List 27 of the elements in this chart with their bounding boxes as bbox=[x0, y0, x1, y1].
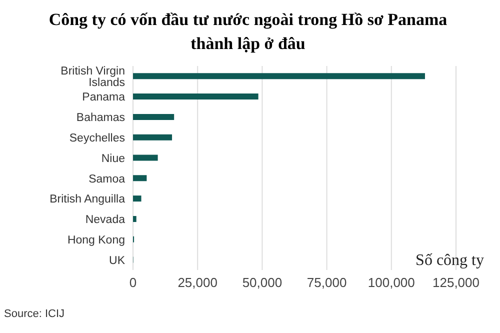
bar bbox=[133, 216, 136, 222]
y-tick-label: Bahamas bbox=[76, 112, 126, 124]
chart-title: Công ty có vốn đầu tư nước ngoài trong Hồ sơ Panama thành lập ở đâu bbox=[48, 9, 448, 55]
y-tick-label: Samoa bbox=[88, 173, 126, 186]
x-tick-label: 50,000 bbox=[242, 275, 282, 290]
x-axis-title: Số công ty bbox=[416, 252, 484, 270]
x-tick-label: 0 bbox=[129, 275, 137, 290]
y-tick-label: Hong Kong bbox=[67, 234, 125, 246]
bar bbox=[133, 154, 158, 161]
bar bbox=[133, 196, 142, 202]
source-note: Source: ICIJ bbox=[4, 308, 65, 320]
bar bbox=[133, 175, 147, 182]
bar bbox=[133, 73, 425, 80]
y-tick-label: UK bbox=[109, 254, 126, 267]
x-tick-label: 75,000 bbox=[306, 275, 347, 290]
y-tick-label: Seychelles bbox=[69, 132, 126, 144]
y-tick-label: British Virgin Islands bbox=[60, 66, 126, 90]
y-tick-label: British Anguilla bbox=[50, 194, 126, 206]
x-tick-label: 100,000 bbox=[368, 275, 415, 290]
bar bbox=[133, 114, 174, 120]
y-tick-label: Nevada bbox=[85, 214, 126, 226]
y-tick-label: Niue bbox=[101, 152, 125, 165]
bar bbox=[133, 94, 258, 100]
x-tick-label: 25,000 bbox=[178, 275, 218, 290]
y-tick-label: Panama bbox=[82, 92, 126, 104]
bar bbox=[133, 134, 172, 140]
x-tick-label: 125,000 bbox=[432, 275, 480, 290]
